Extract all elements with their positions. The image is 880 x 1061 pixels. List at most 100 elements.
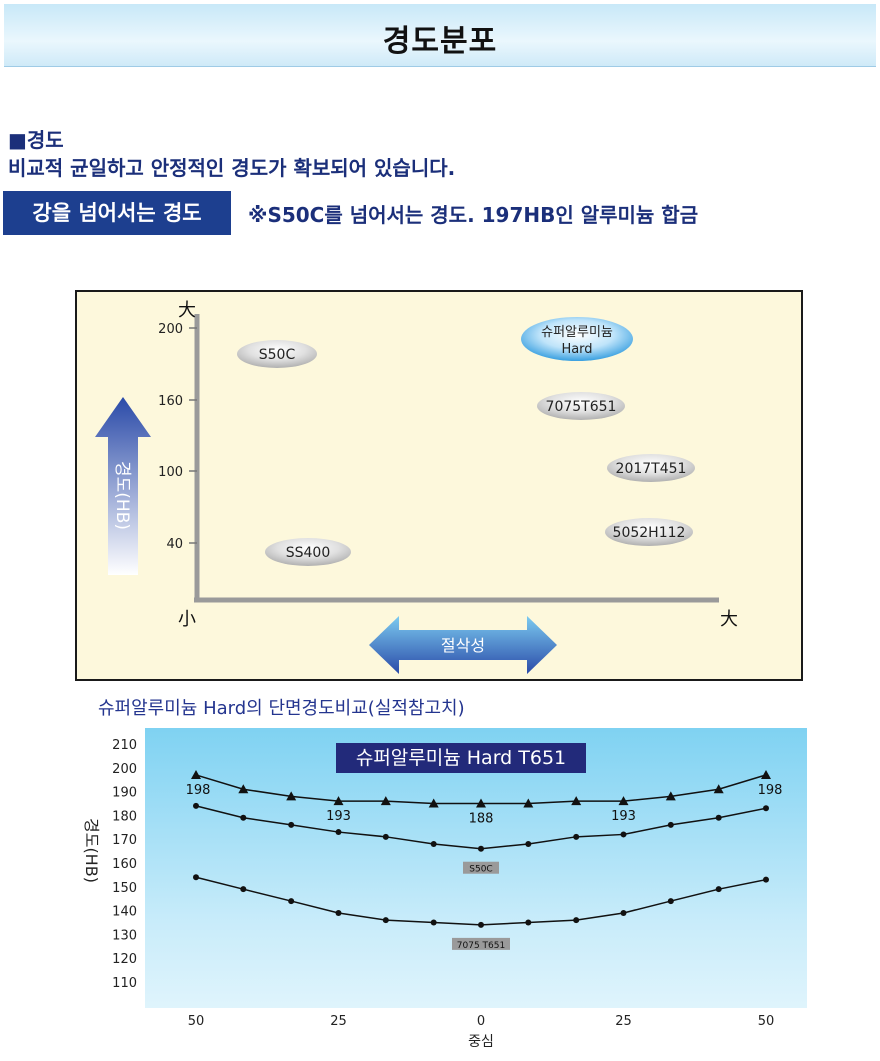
data-point (763, 805, 769, 812)
y-tick-label: 210 (112, 738, 137, 753)
data-point (193, 874, 199, 881)
data-point-bubble (607, 454, 695, 482)
data-point (335, 829, 342, 836)
data-point (620, 909, 627, 916)
data-point (238, 784, 249, 794)
section-hardness-caption: 슈퍼알루미늄 Hard의 단면경도비교(실적참고치) (98, 698, 465, 719)
y-tick-label: 190 (112, 786, 137, 801)
x-axis-label: 중심 (468, 1034, 494, 1050)
x-tick-label: 0 (477, 1014, 485, 1029)
y-tick-label: 130 (112, 928, 137, 943)
data-point-label: 5052H112 (613, 525, 686, 541)
y-tick-label: 140 (112, 905, 137, 920)
data-point-label: SS400 (286, 545, 331, 561)
data-point (571, 796, 582, 806)
badge-note: ※S50C를 넘어서는 경도. 197HB인 알루미늄 합금 (248, 203, 699, 227)
x-end-label: 大 (720, 609, 738, 630)
data-point (335, 909, 342, 916)
data-point (525, 919, 532, 926)
data-point (478, 921, 484, 928)
x-tick-label: 25 (330, 1014, 347, 1029)
data-label: 198 (186, 783, 211, 798)
data-label: 193 (326, 809, 351, 824)
series-name-box (463, 861, 499, 874)
data-point (430, 840, 437, 847)
data-point (476, 798, 486, 808)
x-axis-label: 절삭성 (441, 636, 485, 655)
data-point (193, 802, 199, 809)
data-point (523, 798, 534, 808)
y-tick-label: 160 (158, 394, 183, 409)
data-point (428, 798, 439, 808)
y-tick-label: 40 (166, 537, 183, 552)
data-point (667, 898, 674, 905)
data-point (382, 917, 389, 924)
line-chart-title: 슈퍼알루미늄 Hard T651 (336, 743, 586, 773)
data-point (240, 814, 247, 821)
data-point-label: 2017T451 (616, 461, 687, 477)
data-point (240, 886, 247, 893)
data-point-label: S50C (259, 347, 296, 363)
data-point-bubble (521, 317, 633, 361)
hardness-badge: 강을 넘어서는 경도 (3, 191, 231, 235)
data-point (763, 876, 769, 883)
page-title: 경도분포 (382, 24, 498, 59)
x-tick-label: 50 (188, 1014, 205, 1029)
series-name-label: 7075 T651 (457, 941, 505, 951)
y-axis-label: 경도(HB) (112, 461, 132, 530)
data-point (618, 796, 629, 806)
data-point (715, 886, 722, 893)
data-point-label: 슈퍼알루미늄 (541, 325, 613, 340)
data-point-label: 7075T651 (546, 399, 617, 415)
data-point (478, 845, 484, 852)
data-point (713, 784, 724, 794)
data-point (665, 791, 676, 801)
data-point (620, 831, 627, 838)
horizontal-arrow (369, 616, 557, 674)
data-point (573, 917, 580, 924)
data-label: 198 (758, 783, 783, 798)
y-tick-label: 200 (112, 762, 137, 777)
section-heading: ■경도 (8, 128, 64, 152)
data-point (761, 769, 771, 779)
y-tick-label: 170 (112, 833, 137, 848)
data-label: 193 (611, 809, 636, 824)
data-point (430, 919, 437, 926)
y-axis-label: 경도(HB) (82, 818, 101, 883)
data-point-bubble (605, 518, 693, 546)
x-tick-label: 50 (758, 1014, 775, 1029)
data-point (333, 796, 344, 806)
y-tick-label: 110 (112, 976, 137, 991)
y-tick-label: 150 (112, 881, 137, 896)
vertical-arrow (95, 397, 151, 575)
y-axis-top-label: 大 (178, 300, 196, 321)
hardness-machinability-chart: 200 160 100 40 大小大 경도(HB) 절삭성 슈퍼알루미늄 Hard S50C 707… (75, 290, 803, 681)
data-point (288, 898, 295, 905)
data-point-label: Hard (561, 342, 592, 357)
data-point-bubble (237, 340, 317, 368)
data-point (286, 791, 297, 801)
x-origin-label: 小 (178, 609, 196, 630)
y-tick-label: 120 (112, 952, 137, 967)
data-point (380, 796, 391, 806)
series-name-label: S50C (469, 865, 492, 875)
title-banner: 경도분포 (4, 4, 876, 67)
data-point (288, 821, 295, 828)
data-point (667, 821, 674, 828)
data-point (525, 840, 532, 847)
section-description: 비교적 균일하고 안정적인 경도가 확보되어 있습니다. (8, 156, 456, 180)
x-tick-label: 25 (615, 1014, 632, 1029)
data-point (715, 814, 722, 821)
data-point (191, 769, 201, 779)
series-name-box (452, 937, 510, 950)
data-point-bubble (265, 538, 351, 566)
y-tick-label: 180 (112, 809, 137, 824)
data-label: 188 (469, 812, 494, 827)
data-point (573, 833, 580, 840)
y-tick-label: 160 (112, 857, 137, 872)
y-tick-label: 200 (158, 322, 183, 337)
y-tick-label: 100 (158, 465, 183, 480)
data-point (382, 833, 389, 840)
